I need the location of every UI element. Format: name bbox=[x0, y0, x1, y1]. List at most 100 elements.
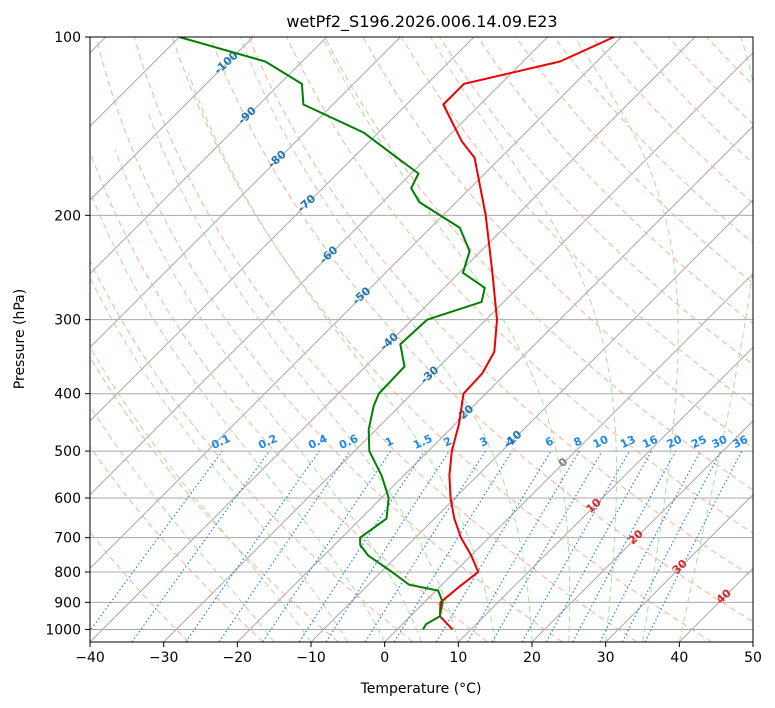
isotherm-line bbox=[90, 37, 622, 570]
x-tick-label: 0 bbox=[380, 650, 389, 666]
isotherm-line bbox=[310, 199, 753, 642]
moist-adiabat-line bbox=[90, 405, 275, 642]
moist-adiabat-line bbox=[90, 189, 386, 642]
isotherm-label: -80 bbox=[265, 148, 289, 171]
moist-adiabat-line bbox=[430, 37, 617, 642]
moist-adiabat-line bbox=[574, 37, 679, 642]
moist-adiabat-line bbox=[678, 37, 753, 642]
x-tick-label: 40 bbox=[670, 650, 688, 666]
y-tick-label: 400 bbox=[54, 387, 81, 403]
isotherm-line bbox=[90, 37, 475, 422]
mixing-ratio-line bbox=[185, 450, 320, 642]
dry-adiabat-line bbox=[210, 37, 753, 623]
isotherm-label: 0 bbox=[556, 455, 571, 470]
dry-adiabat-line bbox=[591, 37, 753, 204]
mixing-ratio-label: 0.2 bbox=[256, 432, 279, 452]
temperature-trace bbox=[438, 37, 615, 631]
isotherm-line bbox=[90, 37, 254, 201]
x-tick-label: −20 bbox=[223, 650, 253, 666]
mixing-ratio-line bbox=[572, 450, 677, 642]
mixing-ratio-line bbox=[521, 450, 631, 642]
moist-adiabat-line bbox=[322, 37, 571, 642]
x-tick-label: −10 bbox=[296, 650, 326, 666]
dry-adiabat-line bbox=[324, 37, 753, 491]
dry-adiabat-line bbox=[248, 37, 753, 578]
y-tick-label: 100 bbox=[54, 30, 81, 46]
dry-adiabat-line bbox=[668, 37, 753, 125]
isotherm-label: -60 bbox=[317, 243, 341, 266]
mixing-ratio-label: 25 bbox=[689, 433, 708, 451]
mixing-ratio-line bbox=[131, 450, 270, 642]
mixing-ratio-line bbox=[599, 450, 702, 642]
dry-adiabat-line bbox=[90, 531, 190, 642]
isotherm-line bbox=[531, 420, 753, 642]
moist-adiabat-line bbox=[187, 72, 496, 642]
isotherm-label: -90 bbox=[235, 104, 259, 127]
y-axis-label: Pressure (hPa) bbox=[12, 289, 28, 389]
mixing-ratio-label: 8 bbox=[572, 434, 584, 449]
mixing-ratio-line bbox=[466, 450, 580, 642]
isotherm-label: 40 bbox=[714, 586, 734, 606]
isotherm-line bbox=[678, 567, 753, 642]
mixing-ratio-label: 36 bbox=[731, 433, 751, 451]
dry-adiabat-line bbox=[286, 37, 753, 534]
dry-adiabat-line bbox=[95, 37, 563, 642]
isotherm-label: 10 bbox=[584, 496, 604, 516]
isotherm-line bbox=[605, 493, 753, 642]
dry-adiabat-line bbox=[90, 356, 339, 642]
isotherm-line bbox=[90, 37, 549, 496]
isotherm-label: 20 bbox=[626, 527, 646, 547]
mixing-ratio-line bbox=[435, 450, 552, 642]
y-tick-label: 500 bbox=[54, 444, 81, 460]
moist-adiabat-line bbox=[148, 114, 459, 642]
x-axis-label: Temperature (°C) bbox=[360, 681, 482, 697]
x-tick-label: 10 bbox=[449, 650, 467, 666]
moist-adiabat-line bbox=[239, 37, 533, 642]
isotherm-label: -20 bbox=[453, 402, 477, 425]
isotherm-line bbox=[236, 125, 753, 642]
dewpoint-trace bbox=[179, 37, 486, 630]
mixing-ratio-line bbox=[298, 450, 425, 642]
isotherm-line bbox=[752, 641, 753, 642]
y-tick-label: 800 bbox=[54, 565, 81, 581]
mixing-ratio-label: 0.4 bbox=[306, 432, 329, 452]
dry-adiabat-line bbox=[171, 37, 712, 642]
y-tick-label: 1000 bbox=[45, 622, 81, 638]
mixing-ratio-label: 30 bbox=[710, 433, 730, 451]
isotherm-line bbox=[90, 37, 328, 275]
dry-adiabat-line bbox=[90, 150, 488, 642]
mixing-ratio-label: 20 bbox=[665, 433, 685, 451]
plot-frame bbox=[89, 36, 754, 643]
plot-data bbox=[179, 37, 615, 631]
mixing-ratio-label: 13 bbox=[618, 433, 637, 451]
mixing-ratio-label: 16 bbox=[640, 433, 660, 451]
isotherm-label: -10 bbox=[501, 428, 525, 451]
isotherm-line bbox=[90, 37, 401, 349]
dry-adiabat-line bbox=[515, 37, 753, 284]
mixing-ratio-line bbox=[262, 450, 392, 642]
mixing-ratio-line bbox=[545, 450, 653, 642]
isotherm-line bbox=[163, 51, 753, 642]
mixing-ratio-line bbox=[218, 450, 351, 642]
x-tick-label: 20 bbox=[523, 650, 541, 666]
y-tick-label: 300 bbox=[54, 313, 81, 329]
isotherm-label: -70 bbox=[295, 192, 319, 215]
mixing-ratio-line bbox=[393, 450, 513, 642]
moist-adiabat-line bbox=[90, 276, 349, 642]
x-tick-label: 30 bbox=[597, 650, 615, 666]
mixing-ratio-label: 10 bbox=[591, 433, 611, 451]
mixing-ratio-label: 1 bbox=[383, 434, 395, 449]
dry-adiabat-line bbox=[706, 37, 753, 86]
chart-title: wetPf2_S196.2026.006.14.09.E23 bbox=[286, 12, 557, 32]
y-tick-label: 200 bbox=[54, 208, 81, 224]
isotherm-label: -40 bbox=[378, 330, 402, 353]
y-tick-label: 700 bbox=[54, 531, 81, 547]
isotherm-label: 30 bbox=[670, 557, 690, 577]
isotherm-line bbox=[384, 272, 753, 642]
mixing-ratio-label: 3 bbox=[478, 434, 490, 449]
y-tick-label: 600 bbox=[54, 491, 81, 507]
dry-adiabat-line bbox=[90, 259, 414, 642]
plot-axes: −40 −30 −20 −10 0 10 20 30 40 5010020030040050060… bbox=[45, 30, 762, 666]
mixing-ratio-line bbox=[325, 450, 450, 642]
